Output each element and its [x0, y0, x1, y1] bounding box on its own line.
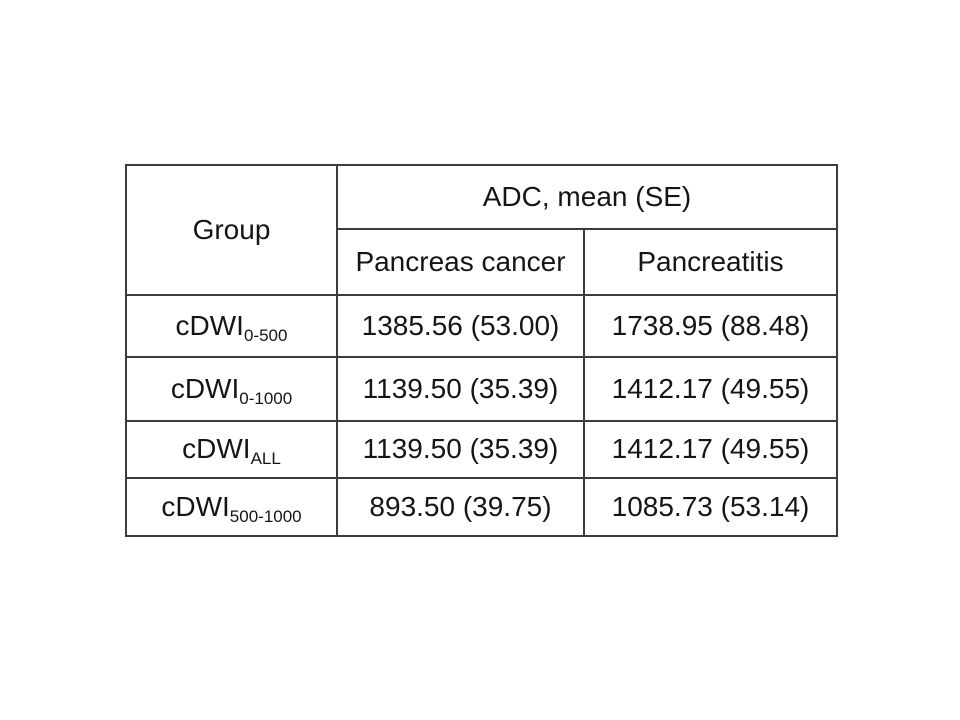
adc-table: Group ADC, mean (SE) Pancreas cancer Pan… [125, 164, 838, 537]
group-label-cell: cDWIALL [125, 420, 338, 479]
group-subscript-label: 0-1000 [239, 388, 293, 408]
group-base-label: cDWI [161, 490, 230, 522]
pancreas-cancer-value-cell: 1139.50 (35.39) [336, 356, 585, 422]
table-row: cDWI500-1000 893.50 (39.75) 1085.73 (53.… [125, 477, 838, 537]
table-row: cDWI0-500 1385.56 (53.00) 1738.95 (88.48… [125, 294, 838, 358]
pancreatitis-value-cell: 1738.95 (88.48) [583, 294, 838, 358]
pancreatitis-value-cell: 1085.73 (53.14) [583, 477, 838, 537]
adc-mean-se-header-cell: ADC, mean (SE) [336, 164, 838, 230]
table-row: cDWI0-1000 1139.50 (35.39) 1412.17 (49.5… [125, 356, 838, 422]
pancreatitis-value-cell: 1412.17 (49.55) [583, 420, 838, 479]
pancreas-cancer-value-cell: 893.50 (39.75) [336, 477, 585, 537]
pancreatitis-header-cell: Pancreatitis [583, 228, 838, 296]
header-row-sub: Pancreas cancer Pancreatitis [126, 228, 838, 296]
pancreas-cancer-header-cell: Pancreas cancer [336, 228, 585, 296]
group-label-cell: cDWI0-1000 [125, 356, 338, 422]
group-label-cell: cDWI500-1000 [125, 477, 338, 537]
group-header-cell: Group [125, 164, 338, 296]
group-subscript-label: 0-500 [243, 325, 288, 345]
group-subscript-label: ALL [250, 449, 281, 469]
pancreatitis-value-cell: 1412.17 (49.55) [583, 356, 838, 422]
pancreas-cancer-value-cell: 1385.56 (53.00) [336, 294, 585, 358]
group-base-label: cDWI [175, 309, 244, 341]
table-row: cDWIALL 1139.50 (35.39) 1412.17 (49.55) [125, 420, 838, 479]
pancreas-cancer-value-cell: 1139.50 (35.39) [336, 420, 585, 479]
group-label-cell: cDWI0-500 [125, 294, 338, 358]
group-base-label: cDWI [170, 372, 240, 404]
group-subscript-label: 500-1000 [229, 506, 302, 526]
group-base-label: cDWI [182, 433, 251, 465]
header-row-span: Group ADC, mean (SE) [125, 164, 838, 296]
